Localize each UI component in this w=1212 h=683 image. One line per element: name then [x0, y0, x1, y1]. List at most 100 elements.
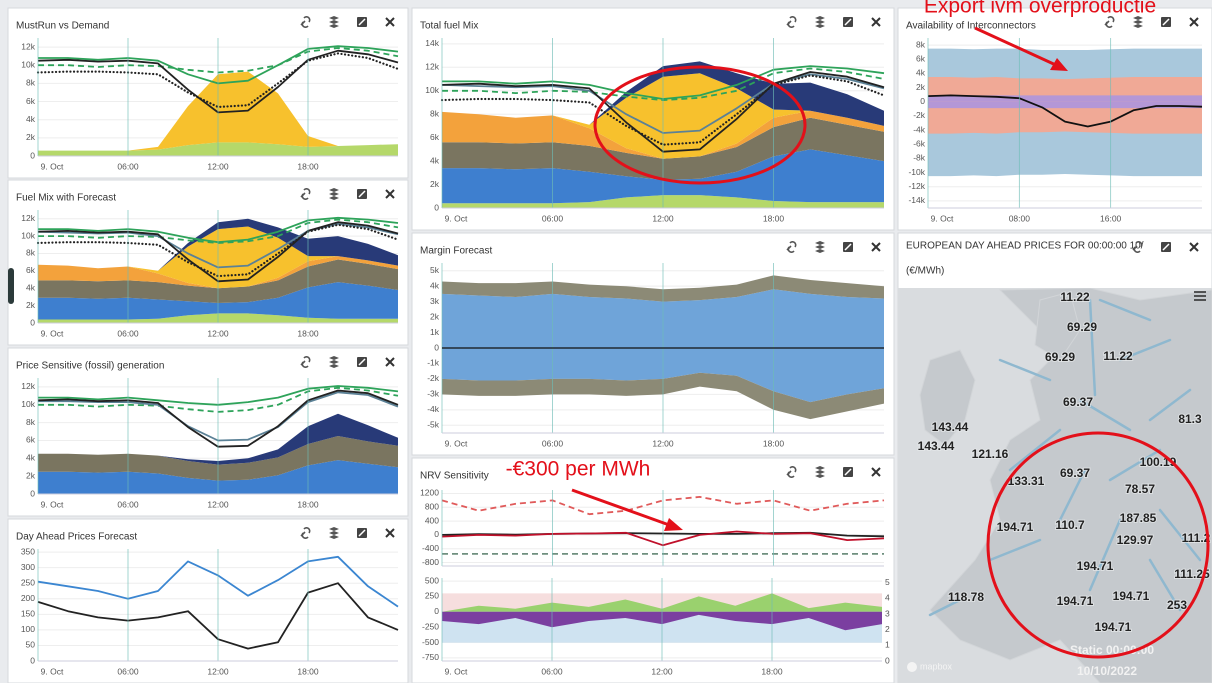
y2-tick-label: 5: [885, 577, 890, 587]
edit-button[interactable]: [843, 242, 853, 252]
close-button[interactable]: [385, 357, 395, 367]
map: 11.22 69.29 69.29 11.22 69.37 81.3 143.44 143.4…: [898, 288, 1212, 683]
link-button[interactable]: [300, 527, 311, 539]
y-tick-label: 200: [21, 593, 35, 603]
x-tick-label: 9. Oct: [445, 213, 468, 223]
link-button[interactable]: [1104, 16, 1115, 28]
layers-button[interactable]: [329, 527, 339, 539]
y-tick-label: 8k: [26, 248, 36, 258]
link-button[interactable]: [300, 356, 311, 368]
y-tick-label: 50: [26, 640, 36, 650]
y-tick-label: 5k: [430, 265, 440, 275]
close-icon: [1189, 242, 1199, 252]
panel-tools: [1104, 16, 1199, 28]
y2-tick-label: 3: [885, 608, 890, 618]
x-tick-label: 9. Oct: [41, 666, 64, 676]
edit-button[interactable]: [1161, 242, 1171, 252]
link-button[interactable]: [1132, 241, 1143, 253]
close-icon: [1189, 17, 1199, 27]
y-tick-label: 8k: [26, 78, 36, 88]
y-tick-label: 0: [30, 488, 35, 498]
flow-arrow: [1148, 558, 1182, 612]
panel-title: Day Ahead Prices Forecast: [16, 532, 137, 543]
flow-arrow: [1158, 508, 1202, 562]
link-button[interactable]: [786, 16, 797, 28]
flow-arrow: [928, 598, 962, 617]
edit-button[interactable]: [843, 467, 853, 477]
edit-button[interactable]: [1161, 17, 1171, 27]
close-button[interactable]: [871, 242, 881, 252]
panel-tools: [1132, 241, 1199, 253]
price-label: 69.37: [1060, 466, 1090, 480]
price-label: 194.71: [1077, 559, 1114, 573]
link-button[interactable]: [300, 16, 311, 28]
price-label: 129.97: [1117, 533, 1154, 547]
close-icon: [385, 189, 395, 199]
y-tick-label: 500: [425, 575, 439, 585]
layers-button[interactable]: [815, 466, 825, 478]
price-label: 69.29: [1067, 320, 1097, 334]
y-tick-label: 300: [21, 562, 35, 572]
link-icon: [786, 466, 797, 478]
link-button[interactable]: [300, 188, 311, 200]
layers-button[interactable]: [329, 356, 339, 368]
layers-icon: [329, 192, 339, 196]
flow-arrow: [998, 358, 1052, 382]
panel-tools: [786, 466, 881, 478]
layers-icon: [329, 360, 339, 364]
layers-button[interactable]: [815, 241, 825, 253]
flow-arrow: [1108, 448, 1162, 482]
layers-icon: [815, 16, 825, 20]
y-tick-label: 2k: [26, 470, 36, 480]
layers-button[interactable]: [1133, 16, 1143, 28]
area: [38, 218, 398, 271]
y-tick-label: -2k: [427, 373, 440, 383]
layers-button[interactable]: [329, 188, 339, 200]
close-icon: [385, 357, 395, 367]
close-button[interactable]: [871, 467, 881, 477]
edit-button[interactable]: [357, 528, 367, 538]
flow-arrow: [1088, 298, 1097, 397]
y-tick-label: -2k: [913, 110, 926, 120]
x-tick-label: 06:00: [542, 213, 564, 223]
map-layer[interactable]: 11.22 69.29 69.29 11.22 69.37 81.3 143.44 143.4…: [898, 288, 1212, 683]
y-tick-label: -250: [422, 621, 439, 631]
price-label: 194.71: [997, 520, 1034, 534]
flow-arrow: [1078, 398, 1132, 432]
y-tick-label: -400: [422, 543, 439, 553]
area: [928, 101, 1202, 109]
panel-subtitle: (€/MWh): [906, 266, 944, 277]
close-button[interactable]: [1189, 242, 1199, 252]
panel-tools: [300, 356, 395, 368]
edit-button[interactable]: [357, 17, 367, 27]
x-tick-label: 9. Oct: [41, 328, 64, 338]
close-button[interactable]: [871, 17, 881, 27]
y-tick-label: -12k: [908, 181, 925, 191]
y-tick-label: 3k: [430, 296, 440, 306]
panel-tools: [786, 241, 881, 253]
y-tick-label: 0: [434, 342, 439, 352]
y-tick-label: 0: [434, 202, 439, 212]
y-tick-label: 6k: [26, 435, 36, 445]
edit-button[interactable]: [843, 17, 853, 27]
annotation: Export ivm overproductie: [924, 0, 1156, 18]
close-button[interactable]: [385, 189, 395, 199]
layers-icon: [329, 527, 339, 531]
y-tick-label: 0: [434, 606, 439, 616]
close-button[interactable]: [385, 528, 395, 538]
price-label: 78.57: [1125, 482, 1155, 496]
edit-pen: [1162, 243, 1170, 251]
x-tick-label: 06:00: [542, 438, 564, 448]
layers-icon: [329, 24, 339, 28]
side-handle[interactable]: [8, 268, 14, 304]
x-tick-label: 18:00: [297, 499, 319, 509]
edit-button[interactable]: [357, 357, 367, 367]
layers-button[interactable]: [815, 16, 825, 28]
close-button[interactable]: [1189, 17, 1199, 27]
edit-button[interactable]: [357, 189, 367, 199]
layers-button[interactable]: [329, 16, 339, 28]
link-button[interactable]: [786, 466, 797, 478]
map-legend-button[interactable]: [1194, 291, 1206, 301]
close-button[interactable]: [385, 17, 395, 27]
link-button[interactable]: [786, 241, 797, 253]
